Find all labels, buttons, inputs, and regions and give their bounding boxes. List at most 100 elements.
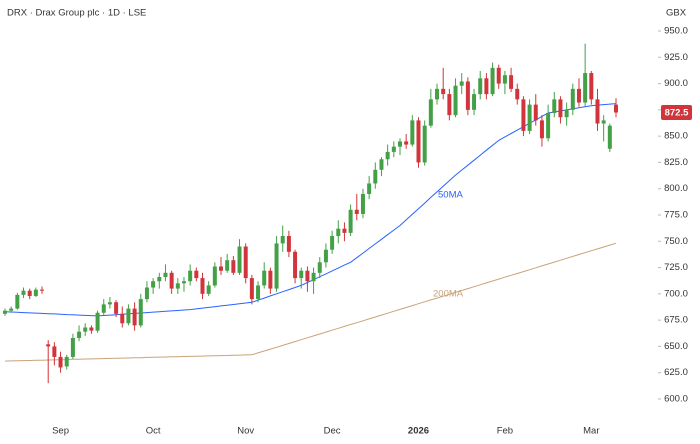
candle-body — [249, 278, 254, 300]
candle-body — [447, 94, 452, 116]
candle-body — [459, 81, 464, 86]
candle-body — [546, 113, 551, 139]
series-label: 200MA — [433, 289, 464, 300]
candle-body — [95, 312, 100, 331]
candle-body — [330, 236, 335, 250]
candle-body — [151, 281, 156, 288]
x-tick-label: Sep — [52, 426, 69, 437]
y-tick-label: 650.0 — [664, 341, 688, 352]
candle-body — [533, 104, 538, 121]
candle-body — [225, 260, 230, 271]
candle-body — [354, 209, 359, 214]
candle-body — [126, 308, 131, 324]
candle-body — [46, 344, 51, 347]
candle-body — [373, 169, 378, 184]
candle-body — [70, 338, 75, 357]
candle-body — [595, 99, 600, 124]
candle-body — [521, 99, 526, 131]
candle-body — [614, 104, 618, 113]
y-tick-label: 825.0 — [664, 157, 688, 168]
candle-body — [539, 120, 544, 139]
x-tick-label: Feb — [497, 426, 513, 437]
candle-body — [77, 331, 82, 338]
y-tick-label: 775.0 — [664, 210, 688, 221]
candle-body — [175, 283, 180, 289]
candle-body — [268, 270, 273, 289]
candle-body — [484, 78, 489, 95]
candle-body — [138, 299, 143, 326]
y-tick-label: 625.0 — [664, 367, 688, 378]
candle-body — [397, 141, 402, 147]
candle-body — [404, 141, 409, 145]
candle-body — [564, 109, 569, 118]
candle-body — [515, 88, 520, 100]
candle-body — [144, 287, 149, 300]
last-price-tag — [661, 105, 692, 120]
candle-body — [132, 308, 137, 326]
candle-body — [496, 67, 501, 84]
candle-body — [367, 183, 372, 194]
candle-body — [120, 313, 125, 324]
candle-body — [163, 272, 168, 278]
candle-body — [465, 81, 470, 110]
candle-body — [243, 246, 248, 279]
candle-body — [114, 302, 119, 314]
x-tick-label: Dec — [324, 426, 341, 437]
y-tick-label: 800.0 — [664, 183, 688, 194]
candle-body — [52, 346, 57, 357]
candle-body — [293, 251, 298, 279]
candle-body — [422, 125, 427, 163]
candle-body — [453, 85, 458, 116]
candle-body — [416, 120, 421, 163]
candle-body — [311, 272, 316, 282]
candle-body — [194, 270, 199, 279]
candle-body — [188, 270, 193, 282]
candle-body — [558, 99, 563, 118]
candle-body — [428, 99, 433, 126]
y-tick-label: 900.0 — [664, 78, 688, 89]
candle-body — [601, 120, 606, 124]
candle-body — [385, 151, 390, 160]
candle-body — [527, 104, 532, 131]
x-tick-label: Mar — [583, 426, 599, 437]
y-tick-label: 850.0 — [664, 131, 688, 142]
candle-body — [570, 88, 575, 110]
candle-body — [410, 120, 415, 145]
candle-body — [9, 308, 14, 311]
candle-body — [3, 310, 7, 314]
candle-body — [169, 272, 174, 289]
unit-label: GBX — [666, 8, 687, 19]
candle-body — [583, 73, 588, 103]
x-tick-label: 2026 — [408, 426, 429, 437]
candle-body — [299, 270, 304, 279]
moving-average-line — [4, 242, 617, 362]
candle-body — [101, 304, 106, 313]
candle-body — [336, 228, 341, 237]
candle-body — [391, 146, 396, 152]
candle-body — [274, 243, 279, 289]
candle-body — [478, 78, 483, 95]
y-tick-label: 925.0 — [664, 52, 688, 63]
candle-body — [342, 228, 347, 233]
candle-body — [40, 289, 45, 291]
candle-body — [237, 246, 242, 273]
candle-body — [157, 277, 162, 282]
candle-body — [509, 75, 514, 89]
x-tick-label: Oct — [146, 426, 161, 437]
chart-title: DRX · Drax Group plc · 1D · LSE — [7, 8, 146, 19]
candle-body — [107, 302, 112, 305]
candle-body — [552, 99, 557, 114]
candle-body — [200, 278, 205, 294]
candle-body — [33, 289, 38, 296]
candle-body — [441, 88, 446, 95]
candle-body — [206, 285, 211, 294]
candle-body — [27, 290, 32, 296]
candle-body — [83, 327, 88, 332]
y-tick-label: 600.0 — [664, 393, 688, 404]
candle-body — [89, 327, 94, 331]
y-tick-label: 950.0 — [664, 26, 688, 37]
candle-body — [323, 249, 328, 263]
candle-body — [360, 193, 365, 214]
candle-body — [256, 285, 261, 300]
